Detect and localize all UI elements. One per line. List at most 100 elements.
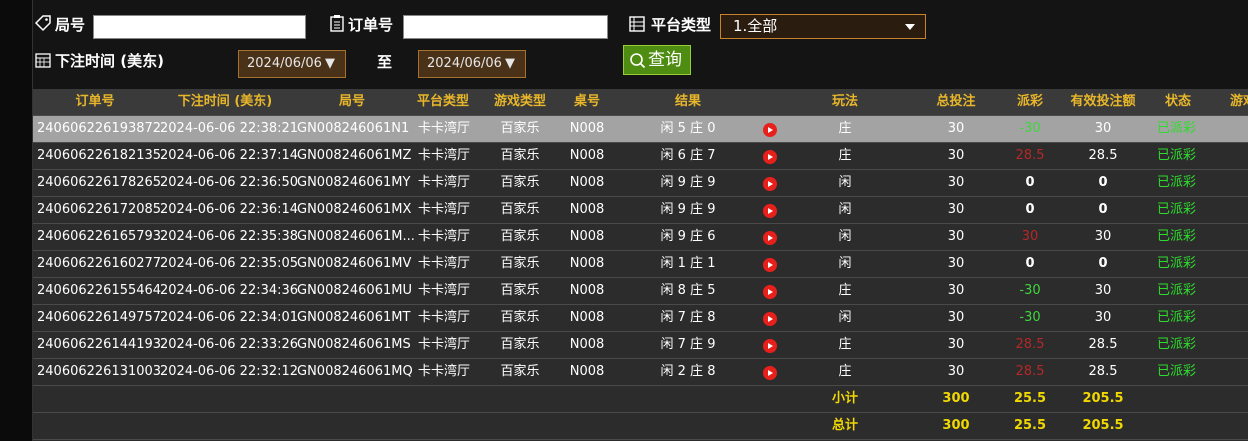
table-id: N008 [569,229,605,244]
sum-label: 总计 [831,418,859,433]
platform: 卡卡湾厅 [418,175,471,190]
record-row[interactable]: 240606226193872 2024-06-06 22:38:21 GN0082… [33,116,1248,143]
payout: 0 [1025,175,1035,190]
order-input[interactable] [403,15,608,39]
record-row[interactable]: 240606226131003 2024-06-06 22:32:12 GN0082… [33,359,1248,386]
play-video-icon[interactable] [763,366,777,380]
bet-time: 2024-06-06 22:35:38 [160,229,299,244]
platform-label: 平台类型 [651,16,712,34]
column-header: 结果 [674,94,702,109]
sum-payout: 25.5 [1013,391,1047,406]
game-type: 百家乐 [500,310,540,325]
play-video-icon[interactable] [763,177,777,191]
order-id: 240606226172085 [37,202,162,217]
date-to[interactable]: 2024/06/06 ▼ [418,50,526,78]
record-row[interactable]: 240606226160277 2024-06-06 22:35:05 GN0082… [33,251,1248,278]
total-bet: 30 [947,175,965,190]
order-id: 240606226131003 [37,364,162,379]
bet-time: 2024-06-06 22:36:14 [160,202,299,217]
total-bet: 30 [947,283,965,298]
status: 已派彩 [1157,148,1197,163]
valid-bet: 0 [1098,202,1108,217]
time-label: 下注时间 (美东) [55,52,164,70]
record-row[interactable]: 240606226144193 2024-06-06 22:33:26 GN0082… [33,332,1248,359]
platform: 卡卡湾厅 [418,121,471,136]
column-header: 订单号 [75,94,115,109]
play-video-icon[interactable] [763,339,777,353]
table-id: N008 [569,310,605,325]
bet-type: 闲 [838,202,852,217]
round-input[interactable] [93,15,306,39]
record-row[interactable]: 240606226165793 2024-06-06 22:35:38 GN0082… [33,224,1248,251]
status: 已派彩 [1157,175,1197,190]
record-row[interactable]: 240606226149757 2024-06-06 22:34:01 GN0082… [33,305,1248,332]
record-row[interactable]: 240606226178265 2024-06-06 22:36:50 GN0082… [33,170,1248,197]
order-id: 240606226155464 [37,283,162,298]
platform-select[interactable]: 1.全部 [720,14,926,39]
game-type: 百家乐 [500,121,540,136]
result: 闲 5 庄 0 [660,121,716,136]
round-id: GN008246061N1 [297,121,410,136]
status: 已派彩 [1157,364,1197,379]
bet-type: 闲 [838,256,852,271]
play-video-icon[interactable] [763,204,777,218]
order-id: 240606226144193 [37,337,162,352]
bet-time: 2024-06-06 22:38:21 [160,121,299,136]
play-video-icon[interactable] [763,231,777,245]
platform: 卡卡湾厅 [418,148,471,163]
record-row[interactable]: 240606226182135 2024-06-06 22:37:14 GN0082… [33,143,1248,170]
round-id: GN008246061M... [297,229,415,244]
platform: 卡卡湾厅 [418,364,471,379]
payout: 30 [1021,229,1039,244]
bet-time: 2024-06-06 22:36:50 [160,175,299,190]
query-button[interactable]: 查询 [623,45,691,75]
valid-bet: 28.5 [1088,337,1118,352]
bet-type: 闲 [838,229,852,244]
bet-type: 庄 [838,364,852,379]
table-id: N008 [569,256,605,271]
column-header: 状态 [1164,94,1192,109]
date-from[interactable]: 2024/06/06 ▼ [238,50,346,78]
bet-time: 2024-06-06 22:34:01 [160,310,299,325]
table-id: N008 [569,364,605,379]
sum-total-bet: 300 [942,418,970,433]
bet-type: 闲 [838,175,852,190]
result: 闲 9 庄 9 [660,202,716,217]
platform: 卡卡湾厅 [418,202,471,217]
bet-type: 闲 [838,310,852,325]
total-bet: 30 [947,148,965,163]
calendar-icon [35,53,51,68]
tag-icon [34,15,51,32]
column-header: 游戏 [1229,94,1248,109]
payout: 0 [1025,256,1035,271]
round-id: GN008246061MS [297,337,411,352]
column-header: 玩法 [831,94,859,109]
platform: 卡卡湾厅 [418,337,471,352]
play-video-icon[interactable] [763,312,777,326]
sum-valid-bet: 205.5 [1082,418,1124,433]
result: 闲 9 庄 9 [660,175,716,190]
status: 已派彩 [1157,283,1197,298]
platform-value: 1.全部 [733,17,778,35]
bet-time: 2024-06-06 22:37:14 [160,148,299,163]
play-video-icon[interactable] [763,258,777,272]
column-header: 游戏类型 [493,94,547,109]
total-bet: 30 [947,121,965,136]
payout: -30 [1019,121,1041,136]
valid-bet: 30 [1094,283,1112,298]
play-video-icon[interactable] [763,285,777,299]
round-id: GN008246061MV [297,256,412,271]
column-header: 平台类型 [416,94,470,109]
record-row[interactable]: 240606226155464 2024-06-06 22:34:36 GN0082… [33,278,1248,305]
order-id: 240606226165793 [37,229,162,244]
order-label: 订单号 [348,16,394,34]
play-video-icon[interactable] [763,123,777,137]
status: 已派彩 [1157,310,1197,325]
game-type: 百家乐 [500,283,540,298]
order-id: 240606226178265 [37,175,162,190]
record-row[interactable]: 240606226172085 2024-06-06 22:36:14 GN0082… [33,197,1248,224]
query-text: 查询 [648,50,682,70]
play-video-icon[interactable] [763,150,777,164]
date-to-value: 2024/06/06 [427,56,502,71]
